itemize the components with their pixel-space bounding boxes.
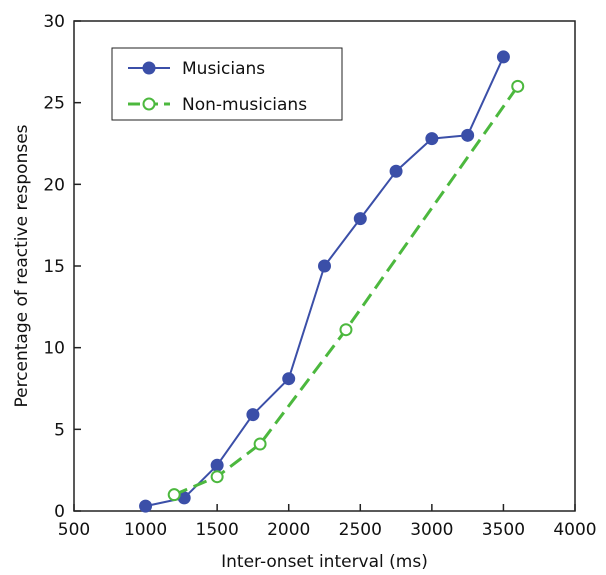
x-tick-label: 4000	[553, 520, 596, 540]
data-point	[496, 50, 510, 64]
y-tick-label: 0	[54, 502, 65, 522]
series-line	[173, 85, 519, 497]
data-point	[167, 488, 181, 502]
y-tick-label: 15	[43, 257, 65, 277]
x-tick-label: 2000	[267, 520, 310, 540]
y-axis-ticks: 0 5 10 15 20 25 30	[43, 12, 81, 522]
series-non-musicians	[167, 79, 525, 502]
data-point	[353, 212, 367, 226]
data-point	[389, 164, 403, 178]
data-point	[425, 132, 439, 146]
data-point	[461, 128, 475, 142]
data-point	[511, 79, 525, 93]
data-point	[282, 372, 296, 386]
data-point	[339, 323, 353, 337]
y-axis-title: Percentage of reactive responses	[12, 124, 32, 407]
data-point	[253, 437, 267, 451]
legend: Musicians Non-musicians	[111, 47, 343, 121]
y-tick-label: 25	[43, 94, 65, 114]
legend-marker-non-musicians	[142, 97, 156, 111]
legend-label-non-musicians: Non-musicians	[182, 95, 307, 115]
data-point	[210, 458, 224, 472]
data-point	[246, 408, 260, 422]
data-point	[139, 499, 153, 513]
x-tick-label: 1000	[124, 520, 167, 540]
y-tick-label: 10	[43, 339, 65, 359]
y-tick-label: 5	[54, 420, 65, 440]
y-tick-label: 30	[43, 12, 65, 32]
x-tick-label: 3000	[410, 520, 453, 540]
x-tick-label: 500	[58, 520, 90, 540]
x-tick-label: 3500	[482, 520, 525, 540]
series-layer	[139, 50, 525, 513]
data-point	[210, 470, 224, 484]
x-tick-label: 1500	[196, 520, 239, 540]
legend-label-musicians: Musicians	[182, 59, 265, 79]
data-point	[318, 259, 331, 273]
x-axis-title: Inter-onset interval (ms)	[221, 552, 428, 572]
x-tick-label: 2500	[339, 520, 382, 540]
x-axis-ticks: 500 1000 1500 2000 2500 3000 3500 4000	[58, 504, 597, 540]
legend-marker-musicians	[142, 61, 156, 75]
y-tick-label: 20	[43, 175, 65, 195]
series-line	[145, 56, 505, 508]
